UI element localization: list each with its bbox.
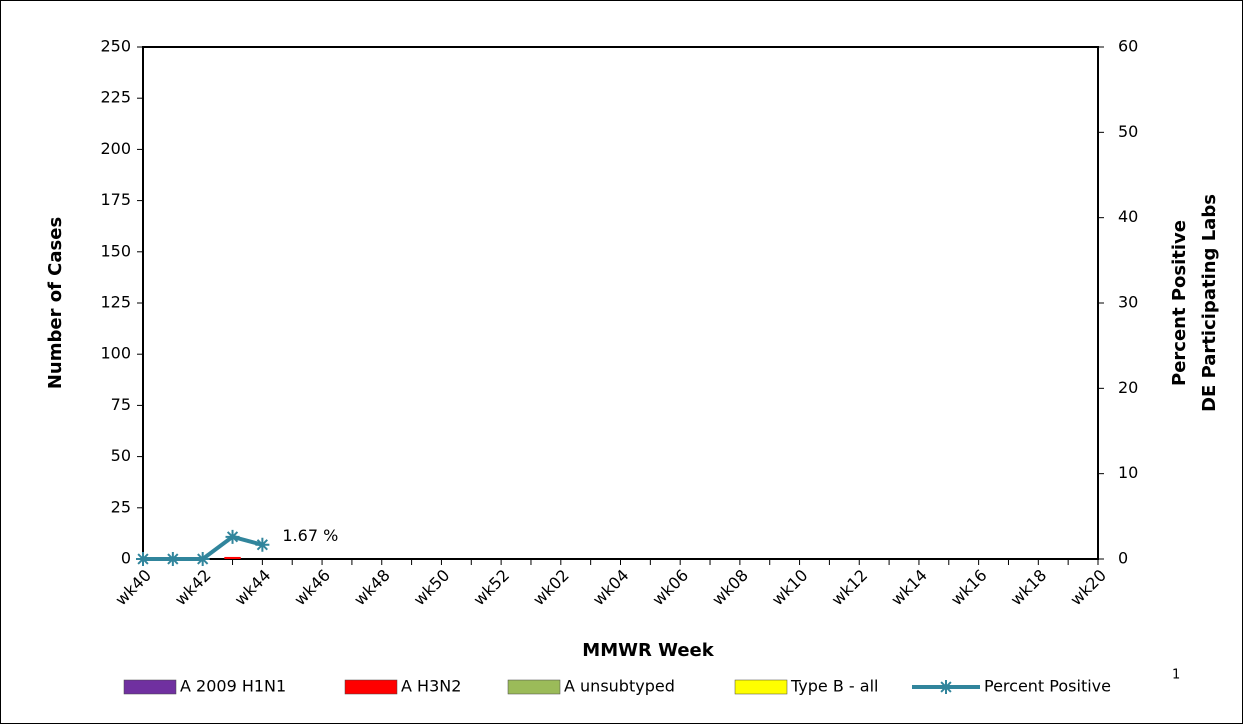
y2-tick-label: 20 bbox=[1118, 378, 1138, 397]
y-tick-label: 100 bbox=[100, 344, 131, 363]
y2-axis-title: DE Participating Labs bbox=[1199, 194, 1220, 412]
marker bbox=[225, 529, 240, 544]
y-tick-label: 50 bbox=[111, 446, 131, 465]
y2-tick-label: 60 bbox=[1118, 37, 1138, 56]
legend-swatch bbox=[123, 679, 177, 695]
y-tick-label: 75 bbox=[111, 395, 131, 414]
legend-footnote: 1 bbox=[1172, 668, 1180, 683]
marker bbox=[136, 552, 150, 566]
y2-tick-label: 10 bbox=[1118, 463, 1138, 482]
marker bbox=[195, 552, 210, 566]
y-tick-label: 250 bbox=[100, 37, 131, 56]
legend-label: A unsubtyped bbox=[564, 677, 675, 696]
y-tick-label: 150 bbox=[100, 241, 131, 260]
legend-label: A 2009 H1N1 bbox=[180, 677, 286, 696]
y-tick-label: 225 bbox=[100, 88, 131, 107]
legend-label: A H3N2 bbox=[401, 677, 461, 696]
y-tick-label: 0 bbox=[121, 549, 131, 568]
marker bbox=[255, 537, 270, 552]
y2-tick-label: 30 bbox=[1118, 293, 1138, 312]
legend-label: Percent Positive bbox=[984, 677, 1111, 696]
y-tick-label: 25 bbox=[111, 497, 131, 516]
legend-marker bbox=[939, 680, 953, 694]
legend-label: Type B - all bbox=[790, 677, 878, 696]
y2-axis-title: Percent Positive bbox=[1169, 220, 1190, 386]
data-label: 1.67 % bbox=[282, 526, 338, 545]
y2-tick-label: 50 bbox=[1118, 122, 1138, 141]
x-axis-title: MMWR Week bbox=[582, 640, 714, 661]
legend-swatch bbox=[507, 679, 561, 695]
y2-tick-label: 0 bbox=[1118, 549, 1128, 568]
y-axis-title: Number of Cases bbox=[45, 217, 66, 389]
y-tick-label: 200 bbox=[100, 139, 131, 158]
bar bbox=[224, 556, 241, 559]
legend-swatch bbox=[344, 679, 398, 695]
marker bbox=[165, 552, 180, 566]
y2-tick-label: 40 bbox=[1118, 207, 1138, 226]
y-tick-label: 175 bbox=[100, 190, 131, 209]
y-tick-label: 125 bbox=[100, 293, 131, 312]
legend-swatch bbox=[734, 679, 788, 695]
